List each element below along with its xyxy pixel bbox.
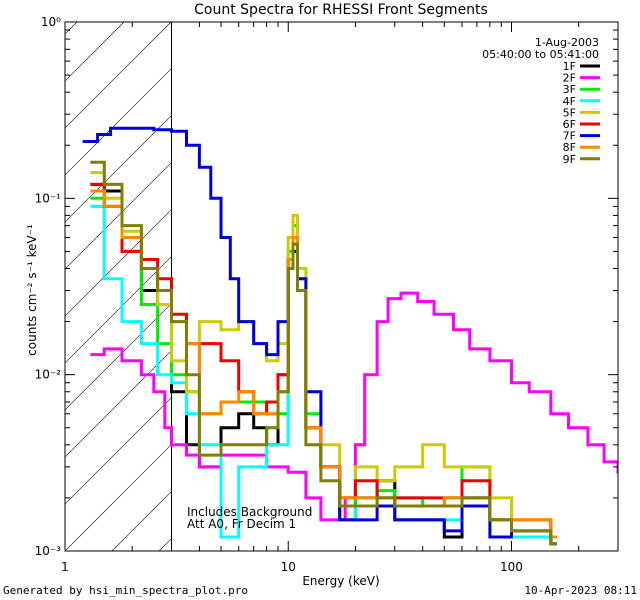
x-tick-label: 100 xyxy=(500,560,523,574)
legend-label-4F: 4F xyxy=(563,95,576,108)
hatch-line xyxy=(65,22,172,129)
generated-by-text: Generated by hsi_min_spectra_plot.pro xyxy=(3,584,249,597)
legend-label-8F: 8F xyxy=(563,141,576,154)
hatch-line xyxy=(65,397,172,505)
y-tick-label: 10⁰ xyxy=(41,15,61,29)
hatch-line xyxy=(65,350,172,458)
timestamp-text: 10-Apr-2023 08:11 xyxy=(524,584,637,597)
legend-label-3F: 3F xyxy=(563,83,576,96)
y-axis-label: counts cm⁻² s⁻¹ keV⁻¹ xyxy=(25,224,39,356)
y-tick-label: 10⁻¹ xyxy=(35,191,62,205)
axis-ticks xyxy=(64,21,619,552)
plot-frame xyxy=(64,21,619,552)
chart-title: Count Spectra for RHESSI Front Segments xyxy=(194,2,488,18)
series-layer xyxy=(82,126,618,546)
hatch-line xyxy=(65,68,172,176)
series-line-6F xyxy=(90,182,557,539)
hatch-line xyxy=(65,22,125,82)
legend-label-1F: 1F xyxy=(563,60,576,73)
hatch-line xyxy=(65,444,172,551)
hatch-line xyxy=(65,209,172,317)
hatch-line xyxy=(65,162,172,270)
series-line-1F xyxy=(90,182,557,539)
legend-label-9F: 9F xyxy=(563,153,576,166)
hatch-line xyxy=(65,256,172,364)
series-line-4F xyxy=(90,204,557,546)
x-tick-label: 1 xyxy=(61,560,69,574)
series-line-5F xyxy=(90,171,557,539)
series-line-9F xyxy=(90,160,557,546)
date-label: 1-Aug-2003 xyxy=(535,36,599,49)
legend-label-5F: 5F xyxy=(563,106,576,119)
y-tick-label: 10⁻² xyxy=(35,368,62,382)
legend-label-7F: 7F xyxy=(563,130,576,143)
series-line-3F xyxy=(90,196,557,539)
y-tick-label: 10⁻³ xyxy=(35,544,62,558)
legend-label-2F: 2F xyxy=(563,72,576,85)
time-range-label: 05:40:00 to 05:41:00 xyxy=(482,48,599,61)
hatch-line xyxy=(65,303,172,411)
x-axis-label: Energy (keV) xyxy=(302,574,379,588)
x-tick-label: 10 xyxy=(281,560,296,574)
series-line-8F xyxy=(90,189,557,539)
series-line-2F xyxy=(90,291,618,522)
hatch-line xyxy=(65,115,172,223)
annotation-attenuator: Att A0, Fr Decim 1 xyxy=(187,517,296,531)
annotation-background: Includes Background xyxy=(187,505,312,519)
legend-label-6F: 6F xyxy=(563,118,576,131)
axis-tick-labels: 1 10 100 10⁻³ 10⁻² 10⁻¹ 10⁰ xyxy=(35,15,523,574)
